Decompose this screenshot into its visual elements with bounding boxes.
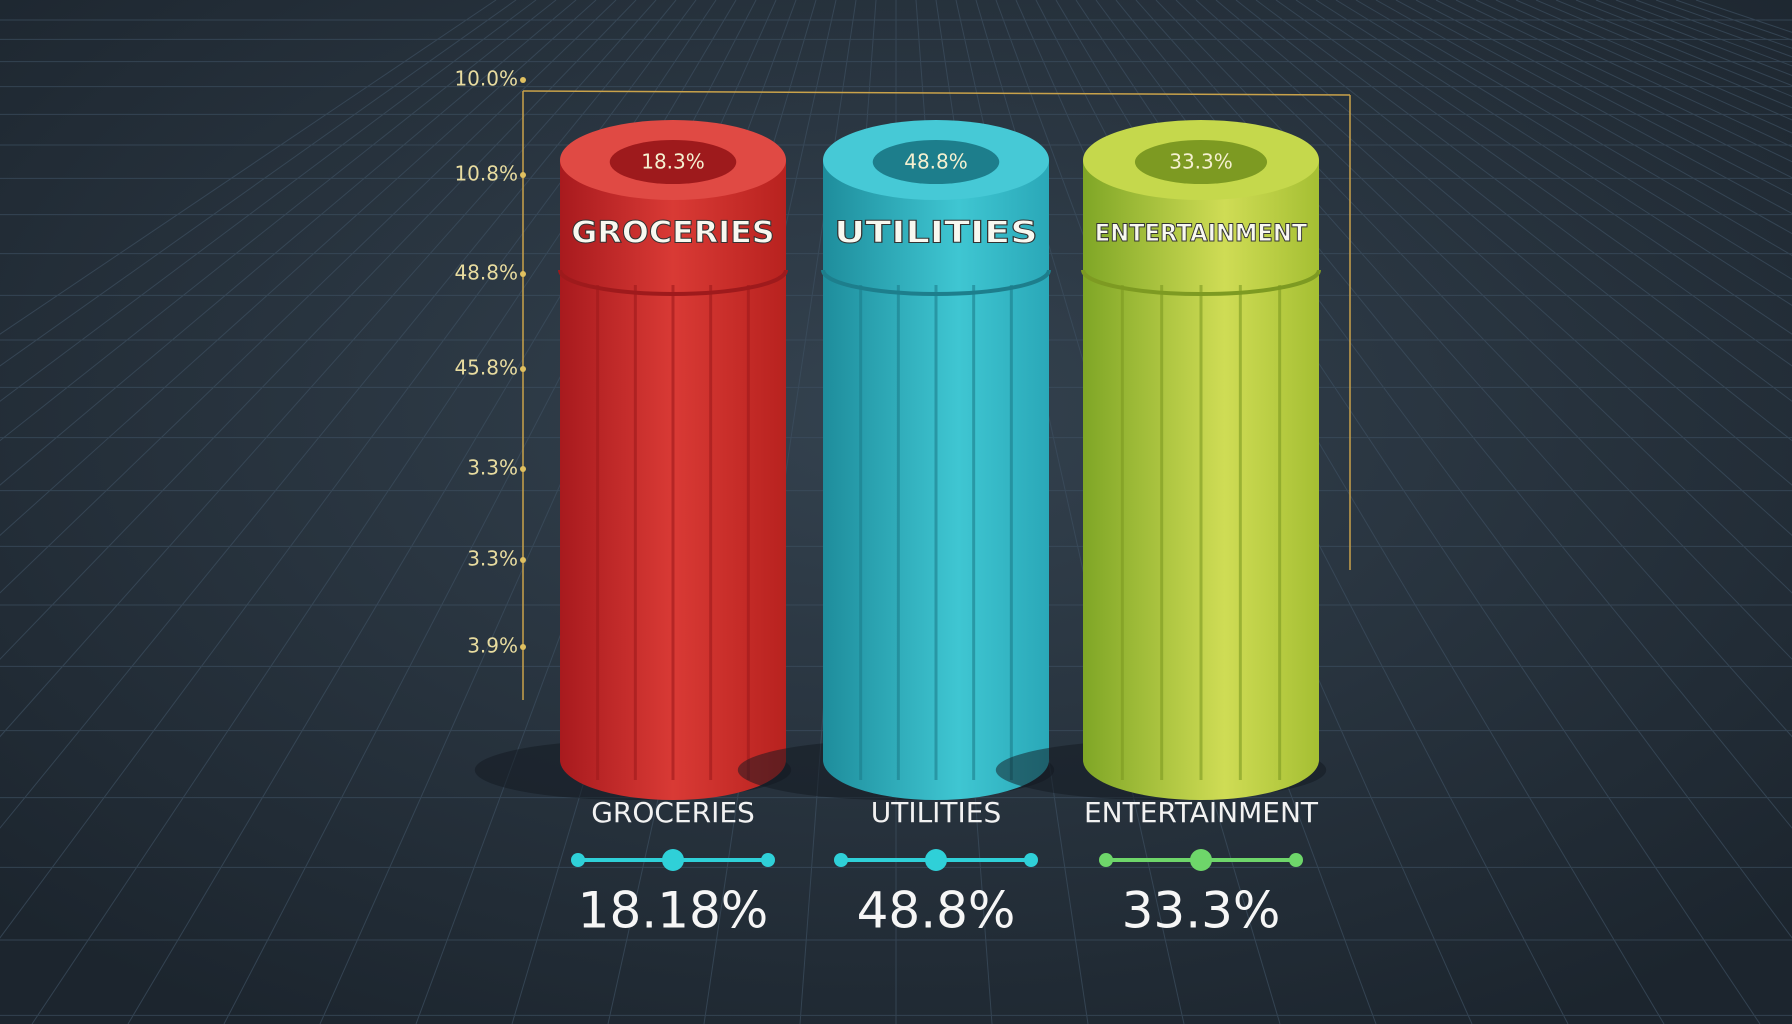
slider-dot	[1099, 853, 1113, 867]
column-band	[821, 269, 1051, 296]
grid-line	[1295, 0, 1792, 335]
grid-line	[0, 0, 637, 660]
axis-dot	[520, 366, 526, 372]
axis-frame	[522, 90, 1351, 700]
grid-line	[1415, 0, 1792, 196]
grid-line	[1175, 0, 1792, 594]
category-label: UTILITIES	[871, 796, 1002, 829]
grid-line	[1335, 0, 1792, 280]
grid-line	[0, 0, 577, 486]
y-axis-label: 3.3%	[467, 456, 518, 480]
category-label: ENTERTAINMENT	[1084, 796, 1319, 829]
grid-line	[0, 0, 497, 335]
axis-dot	[520, 271, 526, 277]
slider-dot	[925, 849, 947, 871]
top-value: 18.3%	[641, 150, 705, 174]
slider-dot	[571, 853, 585, 867]
grid-line	[1275, 0, 1792, 367]
column-name: UTILITIES	[834, 216, 1037, 251]
top-value: 48.8%	[904, 150, 968, 174]
grid-line	[1315, 0, 1792, 306]
column-top-inner	[1134, 140, 1268, 184]
grid-line	[1255, 0, 1792, 402]
category-label: GROCERIES	[591, 796, 755, 829]
grid-line	[1195, 0, 1792, 537]
grid-line	[0, 0, 557, 442]
column-top-inner	[609, 140, 737, 184]
axis-dot	[520, 77, 526, 83]
grid-line	[1355, 0, 1792, 256]
y-axis-label: 45.8%	[454, 356, 518, 380]
slider-dot	[1190, 849, 1212, 871]
top-value: 33.3%	[1169, 150, 1233, 174]
grid-line	[0, 0, 617, 594]
grid-line	[1155, 0, 1792, 660]
grid-line	[1435, 0, 1792, 179]
value-label: 18.18%	[578, 882, 769, 940]
grid-line	[1395, 0, 1792, 214]
slider-dot	[1289, 853, 1303, 867]
column-name: ENTERTAINMENT	[1095, 219, 1308, 247]
slider-dot	[761, 853, 775, 867]
axis-dot	[520, 466, 526, 472]
y-axis-label: 10.0%	[454, 67, 518, 91]
slider-dot	[662, 849, 684, 871]
y-axis-label: 3.3%	[467, 547, 518, 571]
grid-line	[0, 0, 537, 402]
grid-line	[1375, 0, 1792, 235]
axis-dot	[520, 557, 526, 563]
value-label: 48.8%	[857, 882, 1016, 940]
grid-line	[0, 0, 597, 537]
column-band	[1081, 269, 1321, 296]
grid-line	[0, 0, 657, 738]
column-name: GROCERIES	[571, 216, 774, 251]
slider-dot	[1024, 853, 1038, 867]
y-axis-label: 10.8%	[454, 162, 518, 186]
grid-line	[0, 0, 677, 829]
axis-dot	[520, 644, 526, 650]
column-band	[558, 269, 788, 296]
column-top-inner	[872, 140, 1000, 184]
y-axis-label: 3.9%	[467, 634, 518, 658]
y-axis-label: 48.8%	[454, 261, 518, 285]
grid-line	[1235, 0, 1792, 442]
slider-dot	[834, 853, 848, 867]
axis-dot	[520, 172, 526, 178]
value-label: 33.3%	[1122, 882, 1281, 940]
grid-line	[0, 0, 517, 367]
grid-line	[1215, 0, 1792, 486]
